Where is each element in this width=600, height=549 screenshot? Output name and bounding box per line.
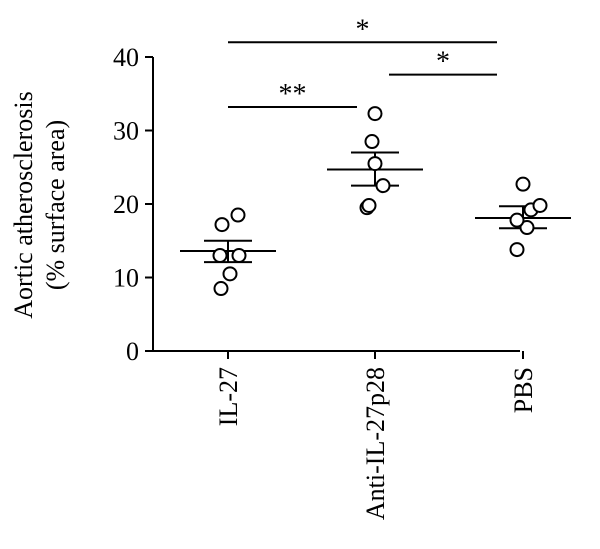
data-point <box>213 281 229 297</box>
data-point <box>231 247 247 263</box>
series-group <box>180 207 276 297</box>
axes: 0 10 20 30 40 IL-27 Anti-IL-27p28 PBS <box>113 43 538 520</box>
y-axis-label-line1: Aortic atherosclerosis <box>9 91 38 318</box>
significance-label: * <box>436 47 450 78</box>
data-point <box>364 134 380 150</box>
series-group <box>475 176 571 258</box>
significance-label: * <box>356 14 370 45</box>
significance-annotations: **** <box>228 14 497 110</box>
y-tick-label: 30 <box>113 117 139 146</box>
data-point <box>361 197 377 213</box>
data-point <box>222 266 238 282</box>
data-point <box>214 217 230 233</box>
y-tick-label: 10 <box>113 264 139 293</box>
data-point <box>367 106 383 122</box>
y-axis-label: Aortic atherosclerosis (% surface area) <box>9 91 70 318</box>
data-point <box>230 207 246 223</box>
significance-label: ** <box>279 79 307 110</box>
y-tick-label: 20 <box>113 190 139 219</box>
x-tick-label: Anti-IL-27p28 <box>361 367 390 520</box>
data-point <box>212 247 228 263</box>
data-marks <box>180 106 571 297</box>
y-tick-label: 40 <box>113 43 139 72</box>
data-point <box>532 197 548 213</box>
data-point <box>509 242 525 258</box>
data-point <box>509 212 525 228</box>
x-tick-label: PBS <box>509 367 538 413</box>
series-group <box>327 106 423 216</box>
data-point <box>519 220 535 236</box>
data-point <box>515 176 531 192</box>
y-axis-label-line2: (% surface area) <box>41 120 70 290</box>
x-tick-label: IL-27 <box>214 367 243 426</box>
data-point <box>375 178 391 194</box>
y-tick-label: 0 <box>126 337 139 366</box>
data-point <box>367 156 383 172</box>
